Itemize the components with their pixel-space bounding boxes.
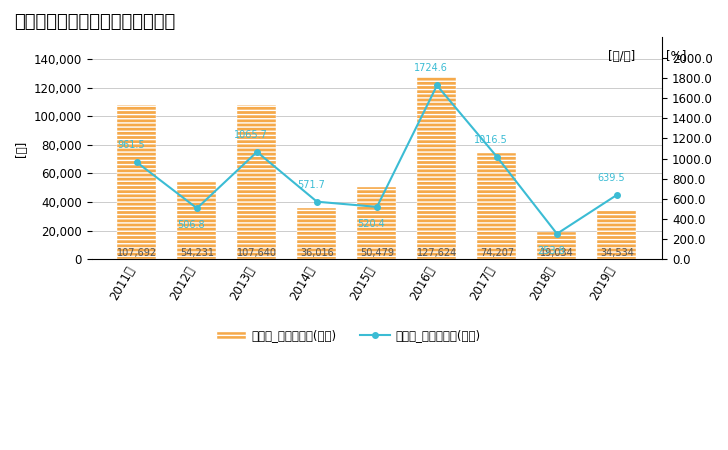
Text: [%]: [%]	[666, 50, 687, 63]
Text: 253.8: 253.8	[537, 246, 565, 256]
Text: 127,624: 127,624	[417, 248, 457, 258]
Text: 107,692: 107,692	[117, 248, 157, 258]
Bar	[598, 210, 636, 259]
Text: 50,479: 50,479	[360, 248, 394, 258]
Text: 961.5: 961.5	[117, 140, 145, 150]
Text: 19,034: 19,034	[540, 248, 574, 258]
Text: 506.8: 506.8	[177, 220, 205, 230]
Bar	[298, 208, 336, 259]
Text: 1016.5: 1016.5	[474, 135, 508, 145]
Text: 639.5: 639.5	[597, 173, 625, 183]
Bar	[417, 76, 456, 259]
Text: [㎡/棟]: [㎡/棟]	[608, 50, 635, 63]
Bar	[178, 182, 216, 259]
Bar	[357, 187, 397, 259]
Legend: 非木造_床面積合計(左軸), 非木造_平均床面積(右軸): 非木造_床面積合計(左軸), 非木造_平均床面積(右軸)	[211, 324, 486, 346]
Text: 74,207: 74,207	[480, 248, 514, 258]
Bar	[537, 232, 577, 259]
Bar	[237, 105, 277, 259]
Text: 34,534: 34,534	[600, 248, 634, 258]
Y-axis label: [㎡]: [㎡]	[15, 140, 28, 157]
Text: 520.4: 520.4	[357, 219, 385, 229]
Text: 1724.6: 1724.6	[414, 63, 448, 73]
Text: 571.7: 571.7	[297, 180, 325, 189]
Bar	[478, 153, 516, 259]
Text: 107,640: 107,640	[237, 248, 277, 258]
Text: 非木造建築物の床面積合計の推移: 非木造建築物の床面積合計の推移	[15, 14, 175, 32]
Bar	[117, 105, 157, 259]
Text: 54,231: 54,231	[180, 248, 214, 258]
Text: 1065.7: 1065.7	[234, 130, 268, 140]
Text: 36,016: 36,016	[300, 248, 334, 258]
